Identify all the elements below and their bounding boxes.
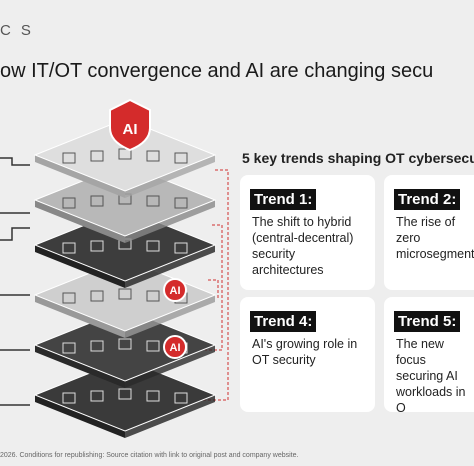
ai-badge: AI: [163, 335, 187, 359]
layer-part: [125, 295, 215, 338]
layer-part: [125, 345, 215, 388]
layer-part: [118, 388, 132, 400]
layer-part: [62, 342, 76, 354]
layer-part: [146, 240, 160, 252]
trend-label: Trend 1:: [250, 189, 317, 210]
trend-text: The rise of zero microsegment: [396, 215, 474, 261]
trends-heading: 5 key trends shaping OT cybersecurit: [242, 150, 474, 166]
trend-label: Trend 2:: [394, 189, 461, 210]
badge-label: AI: [170, 285, 181, 297]
layer-part: [174, 152, 188, 164]
layer-part: [125, 395, 215, 438]
layer-part: [90, 390, 104, 402]
layer-part: [146, 290, 160, 302]
brand: CS: [0, 22, 41, 39]
layer-part: [146, 150, 160, 162]
trend-label: Trend 5:: [394, 311, 461, 332]
layer-part: [62, 242, 76, 254]
stack-diagram: AI AI AI: [0, 98, 229, 438]
layer-part: [35, 155, 125, 198]
layer-part: [90, 150, 104, 162]
layer-part: [62, 392, 76, 404]
layer-part: [118, 288, 132, 300]
trend-card: Trend 2: The rise of zero microsegment: [384, 175, 474, 290]
ai-shield: AI: [109, 98, 151, 152]
trend-card: Trend 4: AI's growing role in OT securit…: [240, 297, 375, 412]
layer-part: [146, 195, 160, 207]
layer-part: [118, 148, 132, 160]
layer-part: [90, 195, 104, 207]
layer-part: [146, 340, 160, 352]
trend-text: AI's growing role in OT security: [252, 337, 358, 367]
layer-part: [146, 390, 160, 402]
layer-part: [35, 295, 125, 338]
trend-text: The new focus securing AI workloads in O: [396, 337, 466, 412]
layer-part: [35, 345, 125, 388]
ai-badge: AI: [163, 278, 187, 302]
layer-part: [125, 200, 215, 243]
layer-part: [174, 197, 188, 209]
title: ow IT/OT convergence and AI are changing…: [0, 60, 434, 82]
layers: [33, 118, 217, 438]
badge-label: AI: [170, 342, 181, 354]
layer-part: [125, 245, 215, 288]
layer-part: [62, 152, 76, 164]
layer-part: [62, 197, 76, 209]
trend-label: Trend 4:: [250, 311, 317, 332]
layer-part: [174, 392, 188, 404]
trend-text: The shift to hybrid (central-decentral) …: [252, 215, 354, 277]
layer-part: [33, 118, 217, 192]
layer-part: [174, 242, 188, 254]
trend-card: Trend 5: The new focus securing AI workl…: [384, 297, 474, 412]
badge-label: AI: [123, 121, 138, 138]
trend-card: Trend 1: The shift to hybrid (central-de…: [240, 175, 375, 290]
layer-part: [62, 292, 76, 304]
layer-part: [118, 338, 132, 350]
left-arrows: [0, 157, 30, 406]
layer-part: [35, 245, 125, 288]
layer-part: [35, 200, 125, 243]
layer-part: [125, 155, 215, 198]
layer-part: [90, 340, 104, 352]
footer: 2026. Conditions for republishing: Sourc…: [0, 452, 299, 459]
layer-part: [90, 290, 104, 302]
layer-part: [35, 395, 125, 438]
layer-part: [90, 240, 104, 252]
